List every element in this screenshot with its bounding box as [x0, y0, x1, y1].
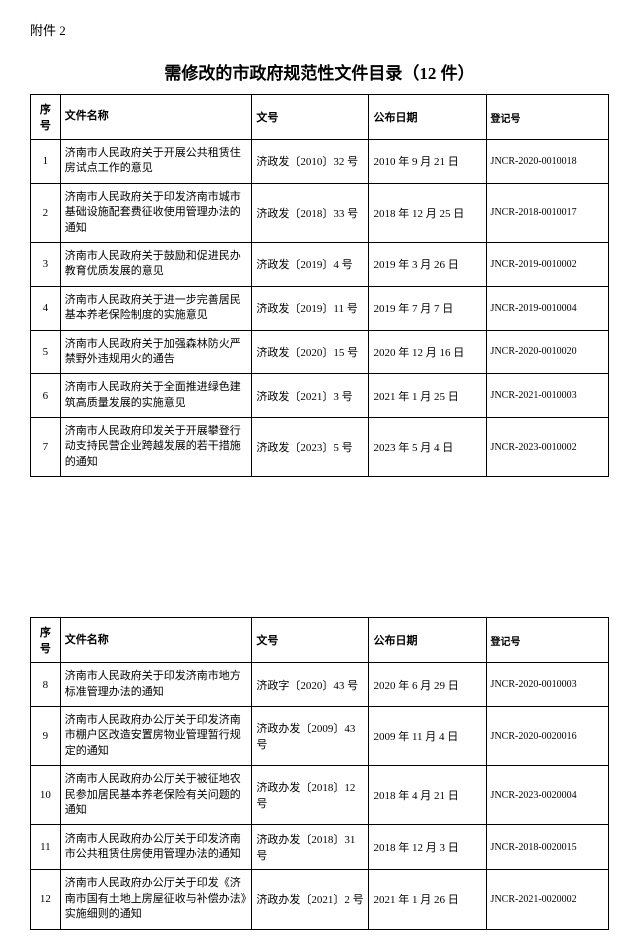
table-row: 3济南市人民政府关于鼓励和促进民办教育优质发展的意见济政发〔2019〕4 号20… [31, 242, 609, 286]
cell-regno: JNCR-2020-0010018 [486, 140, 608, 184]
header-date: 公布日期 [369, 95, 486, 140]
table-row: 2济南市人民政府关于印发济南市城市基础设施配套费征收使用管理办法的通知济政发〔2… [31, 183, 609, 242]
cell-date: 2009 年 11 月 4 日 [369, 707, 486, 766]
header-date: 公布日期 [369, 618, 486, 663]
cell-seq: 11 [31, 825, 61, 870]
cell-name: 济南市人民政府关于全面推进绿色建筑高质量发展的实施意见 [60, 374, 252, 418]
cell-date: 2019 年 3 月 26 日 [369, 242, 486, 286]
cell-date: 2023 年 5 月 4 日 [369, 418, 486, 477]
cell-docno: 济政发〔2019〕4 号 [252, 242, 369, 286]
cell-seq: 8 [31, 663, 61, 707]
cell-docno: 济政发〔2010〕32 号 [252, 140, 369, 184]
cell-regno: JNCR-2021-0020002 [486, 870, 608, 929]
cell-name: 济南市人民政府关于印发济南市地方标准管理办法的通知 [60, 663, 252, 707]
table-row: 4济南市人民政府关于进一步完善居民基本养老保险制度的实施意见济政发〔2019〕1… [31, 286, 609, 330]
cell-name: 济南市人民政府关于加强森林防火严禁野外违规用火的通告 [60, 330, 252, 374]
cell-docno: 济政字〔2020〕43 号 [252, 663, 369, 707]
table-row: 7济南市人民政府印发关于开展攀登行动支持民营企业跨越发展的若干措施的通知济政发〔… [31, 418, 609, 477]
cell-date: 2019 年 7 月 7 日 [369, 286, 486, 330]
table-row: 12济南市人民政府办公厅关于印发《济南市国有土地上房屋征收与补偿办法》实施细则的… [31, 870, 609, 929]
cell-name: 济南市人民政府办公厅关于印发济南市公共租赁住房使用管理办法的通知 [60, 825, 252, 870]
cell-seq: 5 [31, 330, 61, 374]
header-seq: 序号 [31, 95, 61, 140]
table-header-row: 序号 文件名称 文号 公布日期 登记号 [31, 95, 609, 140]
cell-date: 2010 年 9 月 21 日 [369, 140, 486, 184]
cell-docno: 济政发〔2019〕11 号 [252, 286, 369, 330]
header-name: 文件名称 [60, 618, 252, 663]
cell-name: 济南市人民政府关于进一步完善居民基本养老保险制度的实施意见 [60, 286, 252, 330]
cell-docno: 济政办发〔2018〕12 号 [252, 766, 369, 825]
cell-seq: 12 [31, 870, 61, 929]
header-regno: 登记号 [486, 95, 608, 140]
cell-seq: 10 [31, 766, 61, 825]
cell-seq: 2 [31, 183, 61, 242]
cell-date: 2018 年 4 月 21 日 [369, 766, 486, 825]
cell-seq: 1 [31, 140, 61, 184]
page-title: 需修改的市政府规范性文件目录（12 件） [30, 59, 609, 84]
header-seq: 序号 [31, 618, 61, 663]
cell-docno: 济政发〔2018〕33 号 [252, 183, 369, 242]
cell-regno: JNCR-2019-0010002 [486, 242, 608, 286]
cell-docno: 济政发〔2021〕3 号 [252, 374, 369, 418]
document-table-1: 序号 文件名称 文号 公布日期 登记号 1济南市人民政府关于开展公共租赁住房试点… [30, 94, 609, 477]
cell-docno: 济政办发〔2009〕43 号 [252, 707, 369, 766]
table-row: 8济南市人民政府关于印发济南市地方标准管理办法的通知济政字〔2020〕43 号2… [31, 663, 609, 707]
cell-docno: 济政办发〔2021〕2 号 [252, 870, 369, 929]
page-gap [30, 477, 609, 617]
cell-date: 2020 年 6 月 29 日 [369, 663, 486, 707]
cell-regno: JNCR-2023-0010002 [486, 418, 608, 477]
cell-regno: JNCR-2020-0010020 [486, 330, 608, 374]
cell-regno: JNCR-2023-0020004 [486, 766, 608, 825]
table-row: 10济南市人民政府办公厅关于被征地农民参加居民基本养老保险有关问题的通知济政办发… [31, 766, 609, 825]
cell-seq: 7 [31, 418, 61, 477]
cell-date: 2018 年 12 月 25 日 [369, 183, 486, 242]
header-regno: 登记号 [486, 618, 608, 663]
table-row: 1济南市人民政府关于开展公共租赁住房试点工作的意见济政发〔2010〕32 号20… [31, 140, 609, 184]
cell-seq: 6 [31, 374, 61, 418]
cell-name: 济南市人民政府办公厅关于印发《济南市国有土地上房屋征收与补偿办法》实施细则的通知 [60, 870, 252, 929]
cell-docno: 济政办发〔2018〕31 号 [252, 825, 369, 870]
header-name: 文件名称 [60, 95, 252, 140]
cell-regno: JNCR-2020-0010003 [486, 663, 608, 707]
cell-seq: 9 [31, 707, 61, 766]
table-row: 9济南市人民政府办公厅关于印发济南市棚户区改造安置房物业管理暂行规定的通知济政办… [31, 707, 609, 766]
document-table-2: 序号 文件名称 文号 公布日期 登记号 8济南市人民政府关于印发济南市地方标准管… [30, 617, 609, 929]
table-row: 5济南市人民政府关于加强森林防火严禁野外违规用火的通告济政发〔2020〕15 号… [31, 330, 609, 374]
cell-name: 济南市人民政府办公厅关于印发济南市棚户区改造安置房物业管理暂行规定的通知 [60, 707, 252, 766]
header-docno: 文号 [252, 618, 369, 663]
cell-name: 济南市人民政府印发关于开展攀登行动支持民营企业跨越发展的若干措施的通知 [60, 418, 252, 477]
table-header-row: 序号 文件名称 文号 公布日期 登记号 [31, 618, 609, 663]
cell-docno: 济政发〔2023〕5 号 [252, 418, 369, 477]
cell-date: 2021 年 1 月 25 日 [369, 374, 486, 418]
attachment-label: 附件 2 [30, 20, 609, 39]
cell-name: 济南市人民政府关于印发济南市城市基础设施配套费征收使用管理办法的通知 [60, 183, 252, 242]
cell-docno: 济政发〔2020〕15 号 [252, 330, 369, 374]
header-docno: 文号 [252, 95, 369, 140]
cell-name: 济南市人民政府关于开展公共租赁住房试点工作的意见 [60, 140, 252, 184]
cell-date: 2020 年 12 月 16 日 [369, 330, 486, 374]
cell-seq: 4 [31, 286, 61, 330]
cell-regno: JNCR-2018-0010017 [486, 183, 608, 242]
cell-date: 2021 年 1 月 26 日 [369, 870, 486, 929]
cell-regno: JNCR-2020-0020016 [486, 707, 608, 766]
cell-regno: JNCR-2019-0010004 [486, 286, 608, 330]
cell-name: 济南市人民政府关于鼓励和促进民办教育优质发展的意见 [60, 242, 252, 286]
cell-name: 济南市人民政府办公厅关于被征地农民参加居民基本养老保险有关问题的通知 [60, 766, 252, 825]
table-row: 11济南市人民政府办公厅关于印发济南市公共租赁住房使用管理办法的通知济政办发〔2… [31, 825, 609, 870]
cell-regno: JNCR-2018-0020015 [486, 825, 608, 870]
cell-regno: JNCR-2021-0010003 [486, 374, 608, 418]
cell-date: 2018 年 12 月 3 日 [369, 825, 486, 870]
table-row: 6济南市人民政府关于全面推进绿色建筑高质量发展的实施意见济政发〔2021〕3 号… [31, 374, 609, 418]
cell-seq: 3 [31, 242, 61, 286]
